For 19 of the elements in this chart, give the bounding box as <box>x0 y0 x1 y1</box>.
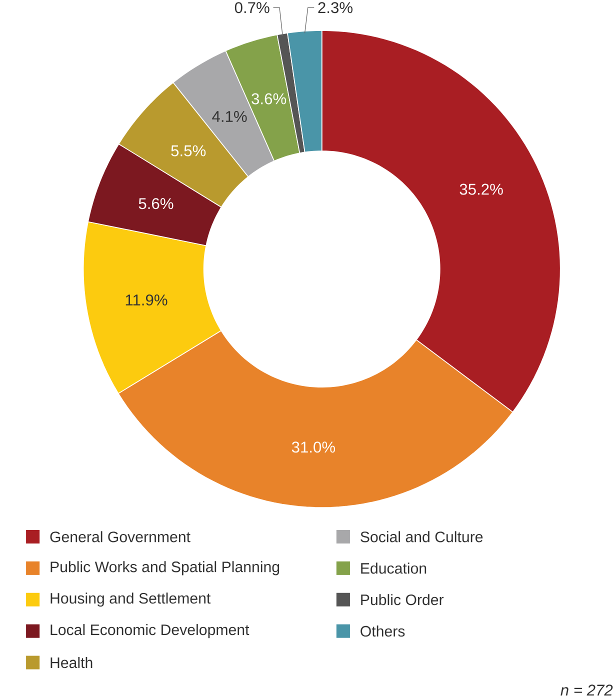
legend-label: Housing and Settlement <box>50 592 210 607</box>
data-label: 4.1% <box>212 111 247 122</box>
legend-label: Health <box>50 656 92 668</box>
legend-label: Social and Culture <box>360 531 482 542</box>
data-label: 11.9% <box>126 294 168 306</box>
data-label: 31.0% <box>292 442 335 453</box>
legend-label: Public Order <box>360 594 444 606</box>
data-label: 35.2% <box>460 184 503 195</box>
data-label: 2.3% <box>318 2 352 14</box>
data-label: 0.7% <box>234 2 270 14</box>
data-label: 3.6% <box>251 93 286 104</box>
data-label: 5.6% <box>138 198 174 210</box>
legend-label: Public Works and Spatial Planning <box>50 561 279 576</box>
legend-label: Others <box>360 626 404 637</box>
text: n = 272 <box>560 684 612 696</box>
data-label: 5.5% <box>171 145 206 156</box>
legend-label: General Government <box>50 531 190 542</box>
legend-label: Education <box>360 562 426 574</box>
legend-label: Local Economic Development <box>50 624 249 638</box>
